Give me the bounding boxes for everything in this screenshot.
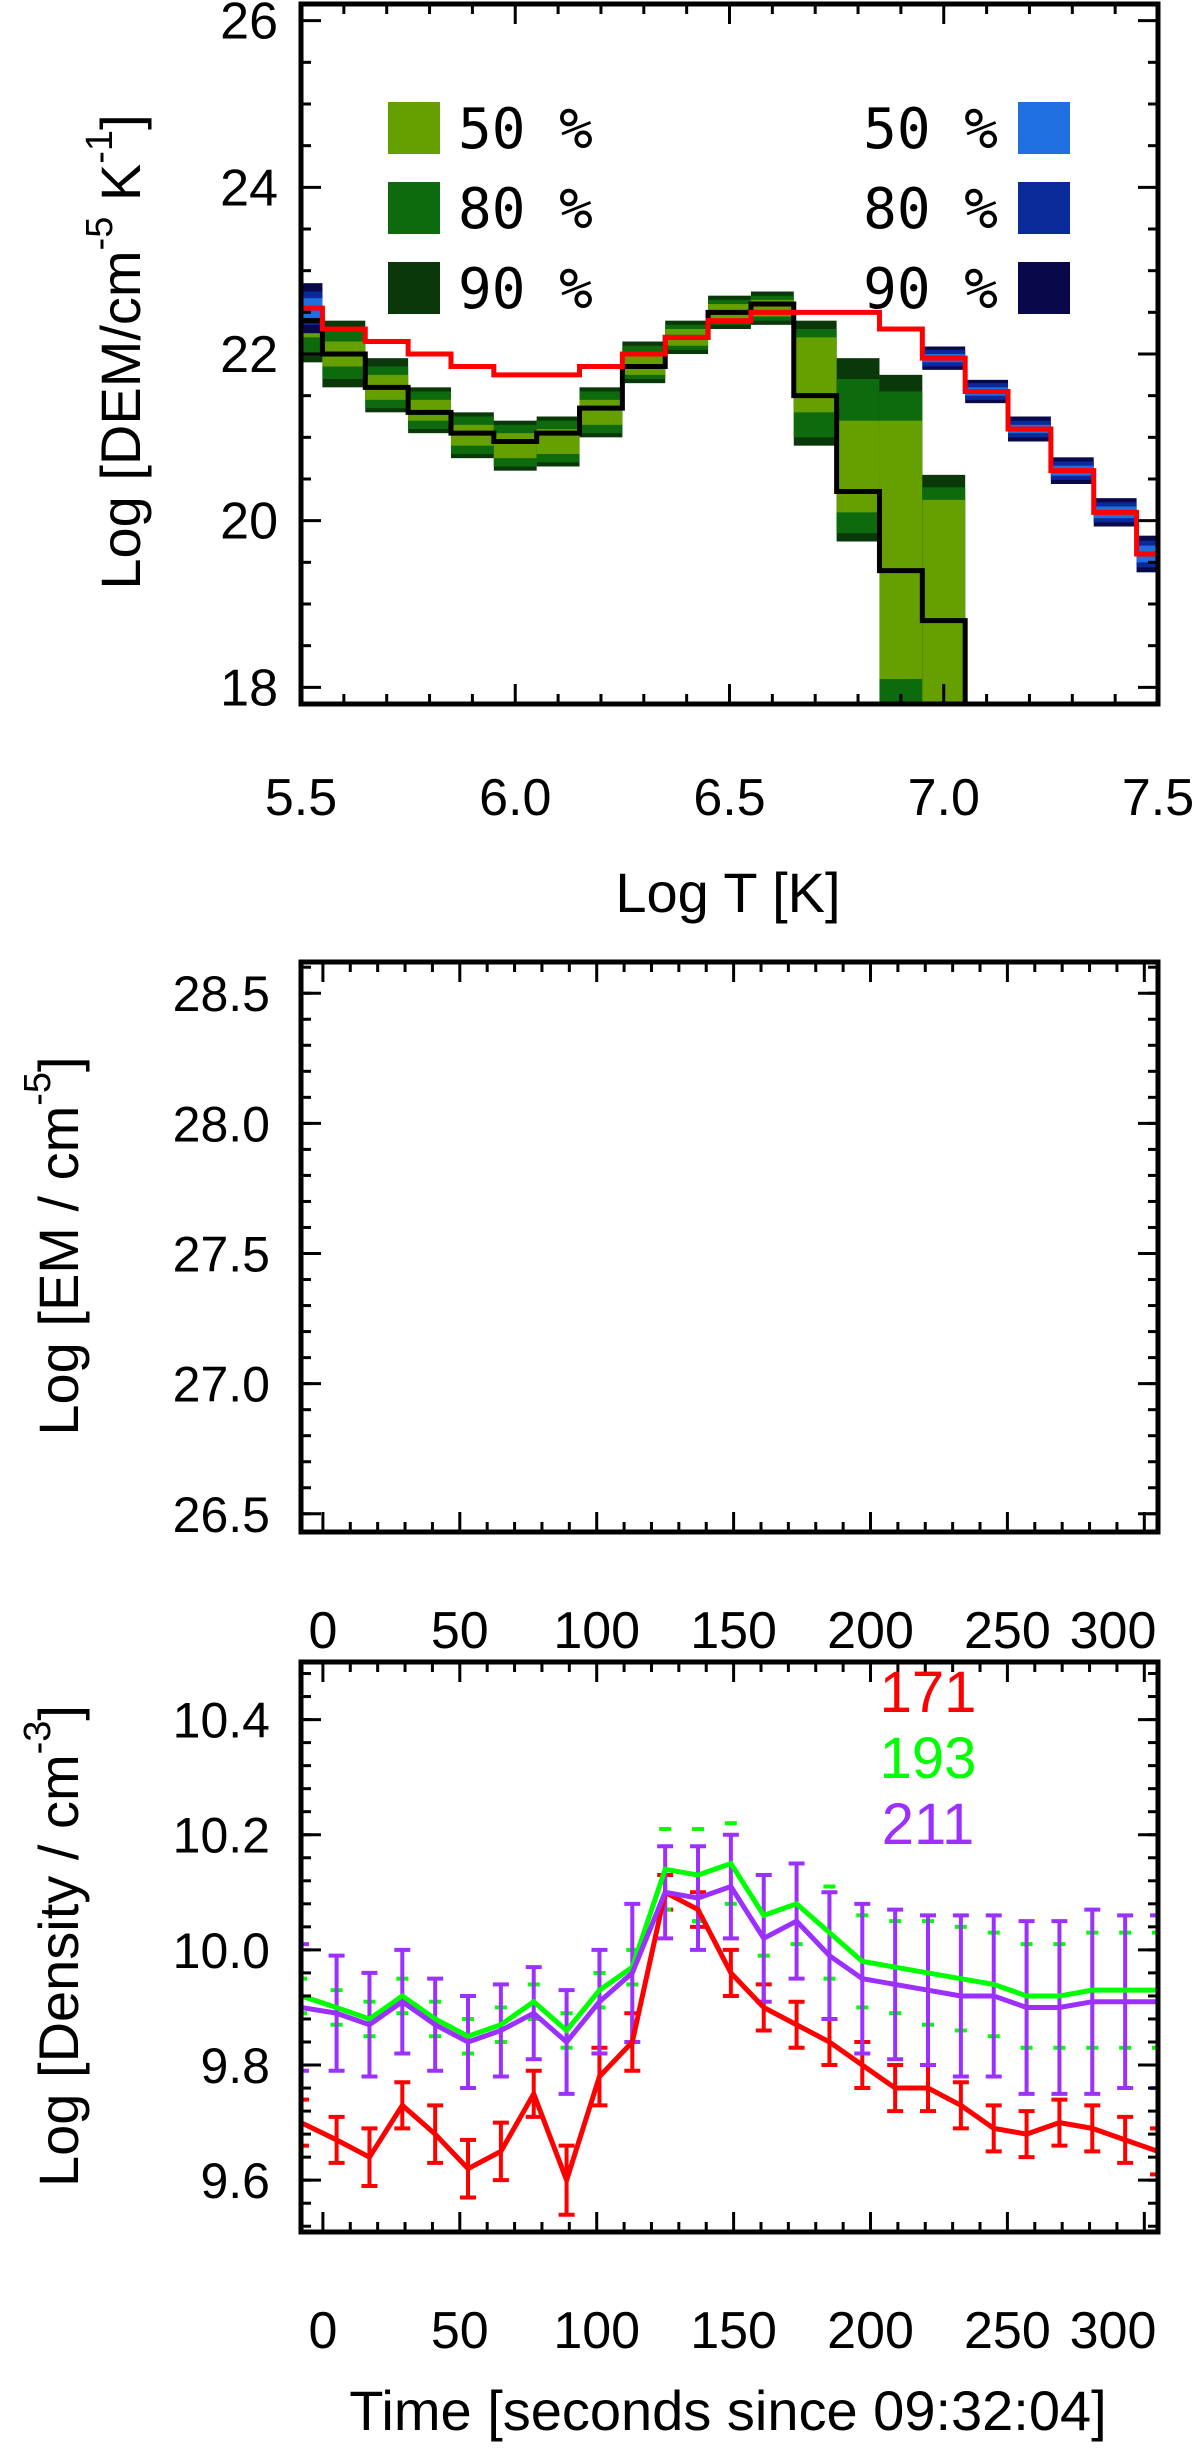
line-series-171 bbox=[301, 1888, 1158, 2188]
dem-legend-left-label: 80 % bbox=[458, 177, 593, 242]
p3-y-tick-label: 9.6 bbox=[200, 2153, 270, 2209]
dem-y-tick-label: 22 bbox=[220, 326, 278, 384]
dem-plot-area bbox=[301, 283, 1158, 704]
density-x-axis-label: Time [seconds since 09:32:04] bbox=[349, 2379, 1106, 2442]
p2-x-tick-label: 250 bbox=[964, 1602, 1051, 1660]
dem-legend-right-swatch bbox=[1018, 262, 1070, 314]
dem-x-tick-labels: 5.5 6.0 6.5 7.0 7.5 bbox=[265, 769, 1194, 827]
dem-legend-right-label: 50 % bbox=[863, 97, 998, 162]
p2-y-tick-label: 27.5 bbox=[173, 1227, 270, 1283]
p3-x-tick-label: 300 bbox=[1070, 2302, 1157, 2360]
density-plot-area bbox=[301, 1821, 1158, 2217]
dem-y-tick-label: 26 bbox=[220, 0, 278, 51]
dem-y-tick-labels: 18 20 22 24 26 bbox=[220, 0, 278, 717]
dem-y-tick-label: 20 bbox=[220, 493, 278, 551]
dem-legend-left-swatch bbox=[388, 102, 440, 154]
density-x-tick-labels: 0 50 100 150 200 250 300 bbox=[308, 2302, 1156, 2360]
dem-uncertainty-band bbox=[879, 420, 923, 679]
dem-panel: 18 20 22 24 26 5.5 6.0 6.5 7.0 7.5 Log T [K] Log… bbox=[79, 0, 1194, 924]
dem-y-tick-label: 24 bbox=[220, 159, 278, 217]
dem-legend-left-swatch bbox=[388, 262, 440, 314]
density-y-tick-labels: 9.6 9.8 10.0 10.2 10.4 bbox=[173, 1693, 270, 2210]
p2-x-tick-label: 100 bbox=[553, 1602, 640, 1660]
dem-x-tick-label: 7.0 bbox=[908, 769, 980, 827]
p3-y-tick-label: 9.8 bbox=[200, 2038, 270, 2094]
dem-legend-right-swatch bbox=[1018, 182, 1070, 234]
em-plot-frame bbox=[298, 959, 1161, 1535]
dem-x-tick-label: 6.0 bbox=[479, 769, 551, 827]
dem-legend-right-label: 90 % bbox=[863, 257, 998, 322]
p2-x-tick-label: 150 bbox=[690, 1602, 777, 1660]
dem-legend-left-label: 90 % bbox=[458, 257, 593, 322]
p2-x-tick-label: 200 bbox=[827, 1602, 914, 1660]
density-plot-frame bbox=[298, 1659, 1161, 2235]
p3-x-tick-label: 200 bbox=[827, 2302, 914, 2360]
p2-x-tick-label: 0 bbox=[308, 1602, 337, 1660]
p2-y-tick-label: 28.5 bbox=[173, 966, 270, 1022]
em-panel: 26.527.027.528.028.5 0 50 100 150 200 250 300 … bbox=[17, 959, 1166, 1660]
density-tick-marks bbox=[301, 1662, 1158, 2232]
density-legend-label: 193 bbox=[880, 1726, 977, 1791]
p2-y-tick-label: 28.0 bbox=[173, 1096, 270, 1152]
p3-x-tick-label: 150 bbox=[690, 2302, 777, 2360]
p2-y-tick-label: 26.5 bbox=[173, 1487, 270, 1543]
line-series-171 bbox=[301, 1142, 1158, 1410]
dem-uncertainty-band bbox=[836, 420, 880, 513]
dem-uncertainty-band bbox=[579, 399, 623, 425]
dem-x-tick-label: 7.5 bbox=[1122, 769, 1194, 827]
dem-tick-marks bbox=[299, 4, 1160, 704]
line-series-211 bbox=[301, 1883, 1158, 2046]
dem-y-axis-label: Log [DEM/cm-5 K-1] bbox=[79, 114, 152, 589]
p3-x-tick-label: 250 bbox=[964, 2302, 1051, 2360]
density-legend-label: 211 bbox=[882, 1792, 974, 1857]
p3-x-tick-label: 100 bbox=[553, 2302, 640, 2360]
line-series-211 bbox=[301, 1144, 1158, 1277]
p2-x-tick-label: 300 bbox=[1070, 1602, 1157, 1660]
p3-x-tick-label: 0 bbox=[308, 2302, 337, 2360]
dem-uncertainty-band bbox=[922, 499, 966, 704]
dem-legend-left-swatch bbox=[388, 182, 440, 234]
dem-x-tick-label: 6.5 bbox=[693, 769, 765, 827]
line-series-193 bbox=[301, 1860, 1158, 2039]
dem-uncertainty-band bbox=[493, 433, 537, 459]
p3-y-tick-label: 10.2 bbox=[173, 1808, 270, 1864]
density-y-axis-label: Log [Density / cm-3] bbox=[17, 1705, 90, 2187]
dem-legend-right-label: 80 % bbox=[863, 177, 998, 242]
line-series-193 bbox=[301, 1123, 1158, 1269]
p3-x-tick-label: 50 bbox=[431, 2302, 489, 2360]
p2-x-tick-label: 50 bbox=[431, 1602, 489, 1660]
em-x-tick-labels: 0 50 100 150 200 250 300 bbox=[308, 1602, 1156, 1660]
em-plot-area bbox=[293, 1090, 1166, 1441]
em-y-axis-label: Log [EM / cm-5] bbox=[17, 1056, 90, 1435]
p3-y-tick-label: 10.0 bbox=[173, 1923, 270, 1979]
p2-y-tick-label: 27.0 bbox=[173, 1357, 270, 1413]
dem-red-histogram-line bbox=[301, 305, 1158, 557]
dem-legend-right-swatch bbox=[1018, 102, 1070, 154]
dem-y-tick-label: 18 bbox=[220, 659, 278, 717]
em-tick-marks bbox=[301, 962, 1158, 1532]
dem-uncertainty-band bbox=[793, 337, 837, 413]
em-y-tick-labels: 26.5 27.0 27.5 28.0 28.5 bbox=[173, 966, 270, 1543]
dem-x-axis-label: Log T [K] bbox=[615, 861, 840, 924]
density-panel: 9.6 9.8 10.0 10.2 10.4 0 50 100 150 200 250 300 Ti… bbox=[17, 1659, 1161, 2442]
density-legend-label: 171 bbox=[880, 1660, 977, 1725]
dem-legend-left-label: 50 % bbox=[458, 97, 593, 162]
p3-y-tick-label: 10.4 bbox=[173, 1693, 270, 1749]
dem-legend: 50 % 80 % 90 % 50 % 80 % 90 % bbox=[388, 97, 1070, 322]
dem-x-tick-label: 5.5 bbox=[265, 769, 337, 827]
